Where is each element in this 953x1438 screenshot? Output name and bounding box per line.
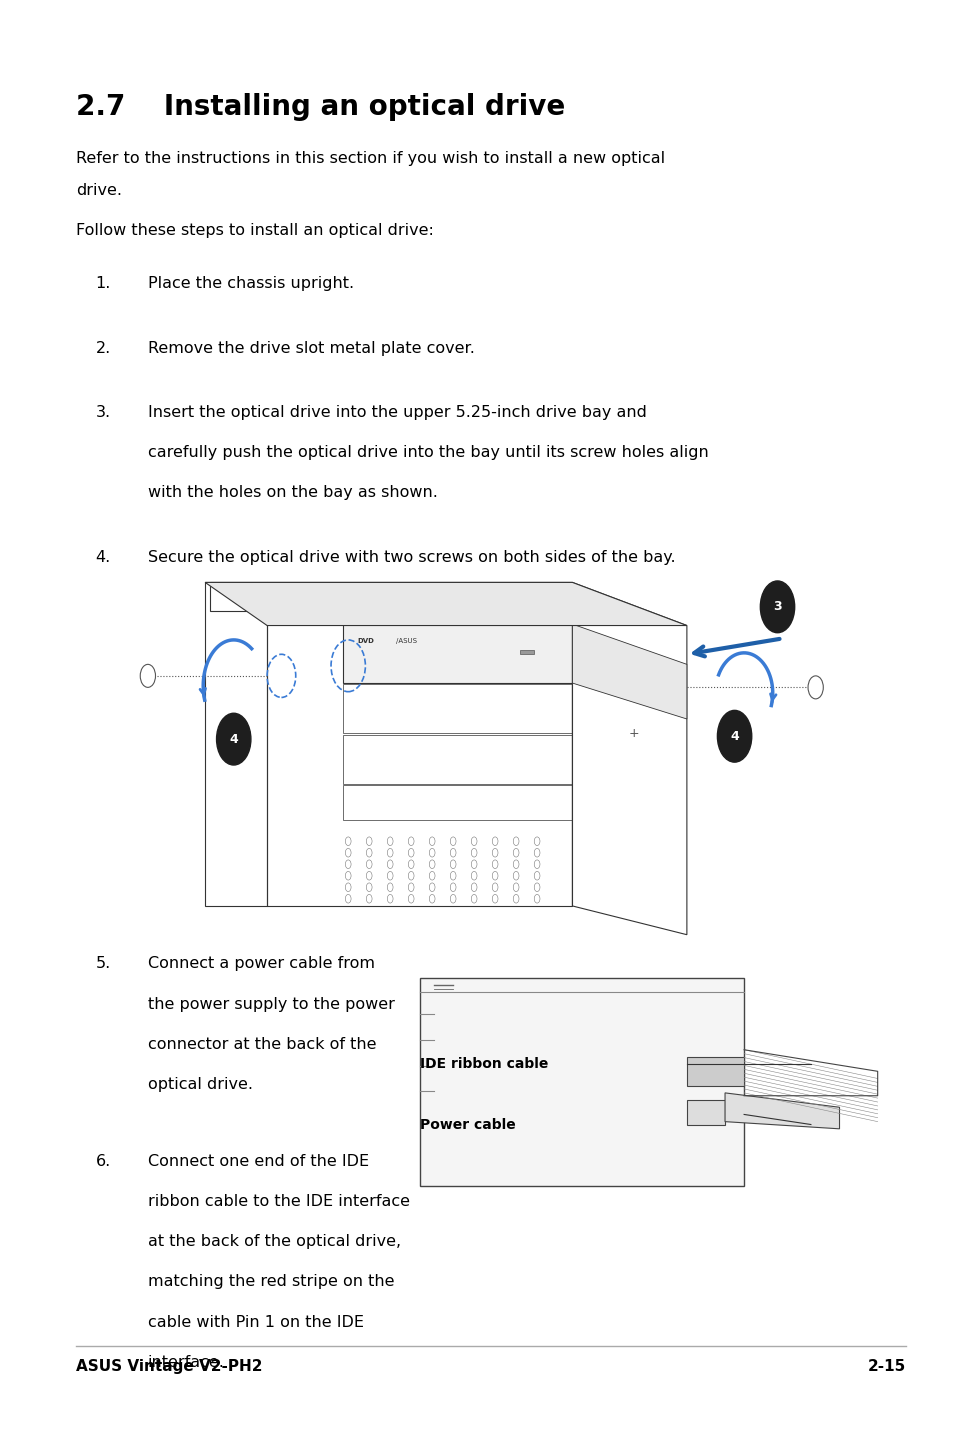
Text: matching the red stripe on the: matching the red stripe on the — [148, 1274, 394, 1290]
Text: cable with Pin 1 on the IDE: cable with Pin 1 on the IDE — [148, 1314, 363, 1330]
Text: Follow these steps to install an optical drive:: Follow these steps to install an optical… — [76, 223, 434, 237]
Text: 6.: 6. — [95, 1153, 111, 1169]
Text: Place the chassis upright.: Place the chassis upright. — [148, 276, 354, 290]
Text: 4: 4 — [729, 729, 739, 743]
Text: connector at the back of the: connector at the back of the — [148, 1037, 376, 1051]
Text: 3.: 3. — [95, 406, 111, 420]
Text: carefully push the optical drive into the bay until its screw holes align: carefully push the optical drive into th… — [148, 446, 708, 460]
Text: Connect one end of the IDE: Connect one end of the IDE — [148, 1153, 369, 1169]
Polygon shape — [572, 624, 686, 719]
Text: 3: 3 — [772, 600, 781, 614]
Text: /ASUS: /ASUS — [395, 638, 416, 644]
Polygon shape — [724, 1093, 839, 1129]
Text: Connect a power cable from: Connect a power cable from — [148, 956, 375, 971]
Polygon shape — [686, 1057, 743, 1086]
Text: with the holes on the bay as shown.: with the holes on the bay as shown. — [148, 486, 437, 500]
Text: Remove the drive slot metal plate cover.: Remove the drive slot metal plate cover. — [148, 341, 475, 355]
Text: IDE ribbon cable: IDE ribbon cable — [419, 1057, 548, 1071]
Polygon shape — [686, 1100, 724, 1125]
Text: 4: 4 — [229, 732, 238, 746]
Text: the power supply to the power: the power supply to the power — [148, 997, 395, 1011]
FancyBboxPatch shape — [419, 978, 743, 1186]
Text: drive.: drive. — [76, 183, 122, 197]
Text: interface.: interface. — [148, 1355, 225, 1370]
Circle shape — [760, 581, 794, 633]
Circle shape — [717, 710, 751, 762]
FancyArrowPatch shape — [694, 638, 779, 656]
Text: 1.: 1. — [95, 276, 111, 290]
Polygon shape — [205, 582, 686, 626]
Text: optical drive.: optical drive. — [148, 1077, 253, 1091]
Text: Refer to the instructions in this section if you wish to install a new optical: Refer to the instructions in this sectio… — [76, 151, 665, 165]
Text: 5.: 5. — [95, 956, 111, 971]
Text: ribbon cable to the IDE interface: ribbon cable to the IDE interface — [148, 1194, 410, 1209]
Polygon shape — [343, 624, 572, 683]
Text: 2-15: 2-15 — [867, 1359, 905, 1373]
Text: ASUS Vintage V2-PH2: ASUS Vintage V2-PH2 — [76, 1359, 262, 1373]
Text: 2.7    Installing an optical drive: 2.7 Installing an optical drive — [76, 93, 565, 121]
Text: at the back of the optical drive,: at the back of the optical drive, — [148, 1234, 400, 1250]
Text: Power cable: Power cable — [419, 1117, 515, 1132]
Text: 2.: 2. — [95, 341, 111, 355]
Circle shape — [216, 713, 251, 765]
Text: +: + — [628, 726, 639, 741]
Text: Secure the optical drive with two screws on both sides of the bay.: Secure the optical drive with two screws… — [148, 549, 675, 565]
Polygon shape — [519, 650, 534, 654]
Text: 4.: 4. — [95, 549, 111, 565]
Text: Insert the optical drive into the upper 5.25-inch drive bay and: Insert the optical drive into the upper … — [148, 406, 646, 420]
Text: DVD: DVD — [357, 638, 375, 644]
